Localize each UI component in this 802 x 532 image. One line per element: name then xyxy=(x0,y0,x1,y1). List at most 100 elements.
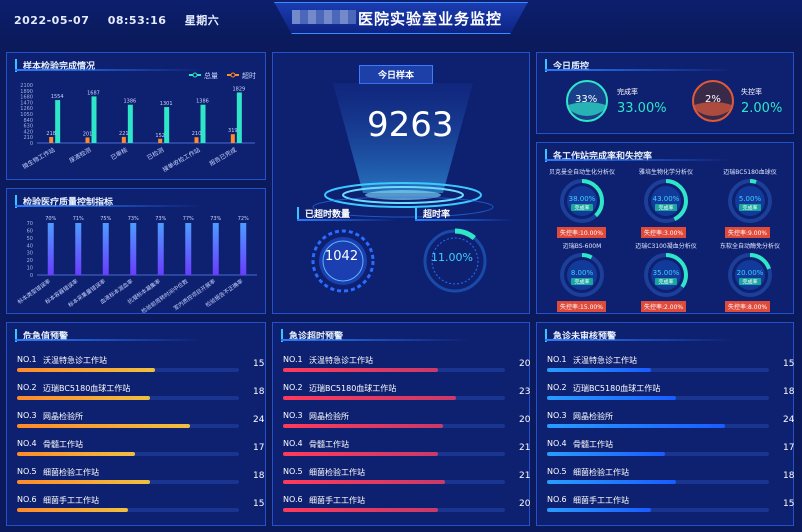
y-tick-label: 40 xyxy=(27,243,33,249)
alert-value: 15 xyxy=(253,359,265,369)
alert-value: 20 xyxy=(519,415,531,425)
alert-rank: NO.1 xyxy=(547,355,567,364)
alert-row: NO.5 细菌检验工作站 18 xyxy=(547,467,795,487)
station-name: 东软全自动酶免分析仪 xyxy=(719,243,780,250)
bar xyxy=(212,223,219,275)
alert-name: 迈瑞BC5180血球工作站 xyxy=(573,384,661,393)
today-sample-glow xyxy=(312,83,494,218)
bar-label: 72% xyxy=(238,216,249,222)
y-tick-label: 0 xyxy=(30,141,33,147)
bar-overtime xyxy=(158,138,163,143)
alert-rank: NO.6 xyxy=(17,495,37,504)
station-ring: 8.00% 完成率 xyxy=(560,253,604,297)
completion-chart: 总量 超时021042063084010501260147016801890210… xyxy=(20,71,256,174)
alert-bar-fill xyxy=(17,480,151,484)
bar-label: 73% xyxy=(128,216,139,222)
lose-rate-value: 2.00% xyxy=(741,101,783,116)
alert-row: NO.5 细菌检验工作站 21 xyxy=(283,467,531,487)
y-tick-label: 1470 xyxy=(20,100,33,106)
bar xyxy=(102,223,109,275)
alert-value: 24 xyxy=(783,415,795,425)
station-name: 迈瑞BC5180血球仪 xyxy=(723,169,777,176)
alert-row: NO.3 网晶检验所 24 xyxy=(17,411,265,431)
ring-fill xyxy=(728,253,772,297)
alert-row: NO.1 沃温特急诊工作站 15 xyxy=(17,355,265,375)
y-tick-label: 2100 xyxy=(20,83,33,89)
bar-label: 73% xyxy=(210,216,221,222)
alert-bar-track xyxy=(283,452,505,456)
station-rate-label-bg xyxy=(655,278,677,285)
critical-alert-title: 危急值预警 xyxy=(15,329,68,342)
date-text: 2022-05-07 xyxy=(14,14,90,27)
bar xyxy=(240,223,247,275)
station-name: 贝克曼全自动生化分析仪 xyxy=(548,169,615,176)
station-rate-label-bg xyxy=(739,204,761,211)
station-gauge: 迈瑞C3100凝血分析仪 35.00% 完成率 失控率:2.00% xyxy=(625,241,707,313)
ring-fill xyxy=(560,253,604,297)
bar-overtime xyxy=(230,134,235,143)
station-rate-label: 完成率 xyxy=(658,205,673,212)
station-rate: 8.00% xyxy=(571,269,594,277)
alert-bar-track xyxy=(547,452,769,456)
bar-label: 1386 xyxy=(196,99,209,105)
alert-name: 网晶检验所 xyxy=(43,412,83,421)
ring-fill xyxy=(644,253,688,297)
alert-row: NO.2 迈瑞BC5180血球工作站 23 xyxy=(283,383,531,403)
station-lose-rate: 失控率:10.00% xyxy=(557,227,606,238)
station-lose-rate: 失控率:2.00% xyxy=(641,301,687,312)
alert-bar-fill xyxy=(283,368,439,372)
alert-row: NO.4 骨髓工作站 17 xyxy=(547,439,795,459)
lose-rate-label: 失控率 xyxy=(741,88,762,96)
alert-rank: NO.6 xyxy=(283,495,303,504)
datetime: 2022-05-07 08:53:16 星期六 xyxy=(14,12,233,28)
station-lose-rate: 失控率:9.00% xyxy=(725,227,771,238)
bar-label: 70% xyxy=(45,216,56,222)
title-redacted-blur xyxy=(292,10,356,24)
alert-rank: NO.3 xyxy=(547,411,567,420)
alert-rank: NO.4 xyxy=(17,439,37,448)
bar-total xyxy=(91,96,97,143)
alert-name: 骨髓工作站 xyxy=(43,440,83,449)
station-rate: 20.00% xyxy=(737,269,764,277)
alert-bar-fill xyxy=(547,424,725,428)
bar xyxy=(47,223,54,275)
ring-fill xyxy=(560,179,604,223)
overtime-alert-title: 急诊超时预警 xyxy=(281,329,343,342)
alert-rank: NO.2 xyxy=(17,383,37,392)
y-tick-label: 50 xyxy=(27,236,33,242)
alert-value: 17 xyxy=(783,443,795,453)
station-gauge: 迈瑞BS-600M 8.00% 完成率 失控率:15.00% xyxy=(541,241,623,313)
x-tick-label: 接单收检工作站 xyxy=(161,146,201,174)
station-lose-rate: 失控率:15.00% xyxy=(557,301,606,312)
quality-panel: 检验医疗质量控制指标 0 10 20 30 40 50 60 70 70% 标本类型错误率 71% 标… xyxy=(6,188,266,314)
legend: 总量 超时 xyxy=(189,71,256,80)
y-tick-label: 0 xyxy=(30,273,33,279)
alert-name: 沃温特急诊工作站 xyxy=(43,356,107,365)
y-tick-label: 1260 xyxy=(20,106,33,112)
bar-overtime xyxy=(85,137,90,143)
complete-rate-pct: 33% xyxy=(575,94,598,105)
y-tick-label: 70 xyxy=(27,221,33,227)
lose-rate-pct: 2% xyxy=(705,94,721,105)
alert-bar-fill xyxy=(17,368,155,372)
bar-label: 221 xyxy=(119,131,129,137)
alert-name: 骨髓工作站 xyxy=(309,440,349,449)
alert-bar-track xyxy=(17,396,239,400)
completion-title: 样本检验完成情况 xyxy=(15,59,95,72)
y-tick-label: 60 xyxy=(27,228,33,234)
station-ring: 43.00% 完成率 xyxy=(644,179,688,223)
y-tick-label: 840 xyxy=(23,118,33,124)
alert-rank: NO.3 xyxy=(17,411,37,420)
bar-total xyxy=(164,107,170,143)
bar-total xyxy=(55,100,61,143)
complete-rate-label: 完成率 xyxy=(617,88,638,96)
station-ring: 38.00% 完成率 xyxy=(560,179,604,223)
alert-bar-fill xyxy=(283,508,439,512)
station-lose-rate: 失控率:3.00% xyxy=(641,227,687,238)
y-tick-label: 1890 xyxy=(20,89,33,95)
alert-bar-track xyxy=(283,508,505,512)
today-qc-panel: 今日质控 33% 完成率 33.00% 2% 失控率 2.00% xyxy=(536,52,794,134)
stations-title: 各工作站完成率和失控率 xyxy=(545,149,652,162)
alert-rank: NO.5 xyxy=(547,467,567,476)
bar-total xyxy=(236,92,242,143)
